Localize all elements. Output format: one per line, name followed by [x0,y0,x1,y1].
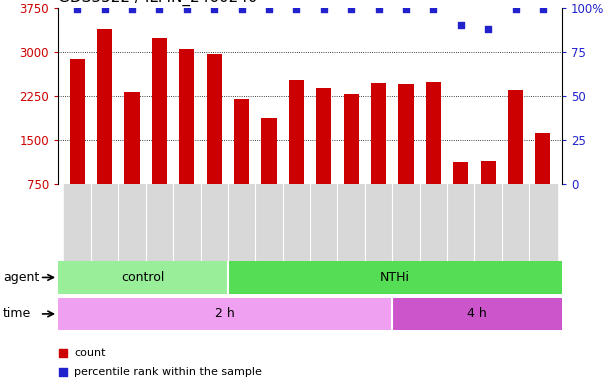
Bar [398,84,414,184]
Bar [207,54,222,184]
Bar [152,38,167,184]
Point [346,7,356,13]
Bar [173,184,200,261]
Point [182,7,192,13]
Point [291,7,301,13]
Bar [508,90,523,184]
Point [456,22,466,28]
Text: control: control [121,271,164,284]
Bar [283,184,310,261]
Point [210,7,219,13]
Bar [228,184,255,261]
Bar [447,184,475,261]
Bar [392,184,420,261]
Bar [91,184,119,261]
Bar [453,162,468,184]
Bar [145,184,173,261]
Bar [97,30,112,184]
Bar [426,83,441,184]
Text: percentile rank within the sample: percentile rank within the sample [74,367,262,377]
Bar [179,49,194,184]
Bar [316,88,331,184]
Point [428,7,438,13]
Bar [200,184,228,261]
Bar [262,118,277,184]
Bar [502,184,529,261]
Text: NTHi: NTHi [380,271,410,284]
Text: count: count [74,348,106,358]
Bar [289,80,304,184]
Bar [371,83,386,184]
Text: time: time [3,308,31,320]
Text: GDS3522 / ILMN_2460240: GDS3522 / ILMN_2460240 [58,0,258,6]
Point [401,7,411,13]
Bar [365,184,392,261]
Bar [310,184,337,261]
Bar [481,161,496,184]
Bar [420,184,447,261]
Bar [70,59,85,184]
Bar [125,92,139,184]
Bar [475,184,502,261]
Bar [58,298,392,330]
Bar [255,184,283,261]
Point [72,7,82,13]
Point [319,7,329,13]
Point [58,349,68,356]
Point [511,7,521,13]
Point [483,26,493,32]
Bar [337,184,365,261]
Bar [119,184,145,261]
Point [127,7,137,13]
Text: agent: agent [3,271,39,284]
Bar [392,298,562,330]
Point [264,7,274,13]
Point [100,7,109,13]
Bar [535,133,551,184]
Point [374,7,384,13]
Bar [529,184,557,261]
Bar [228,261,562,294]
Point [236,7,246,13]
Bar [343,94,359,184]
Bar [58,261,228,294]
Point [58,369,68,375]
Point [538,7,548,13]
Point [155,7,164,13]
Text: 4 h: 4 h [467,308,487,320]
Bar [234,99,249,184]
Text: 2 h: 2 h [215,308,235,320]
Bar [64,184,91,261]
